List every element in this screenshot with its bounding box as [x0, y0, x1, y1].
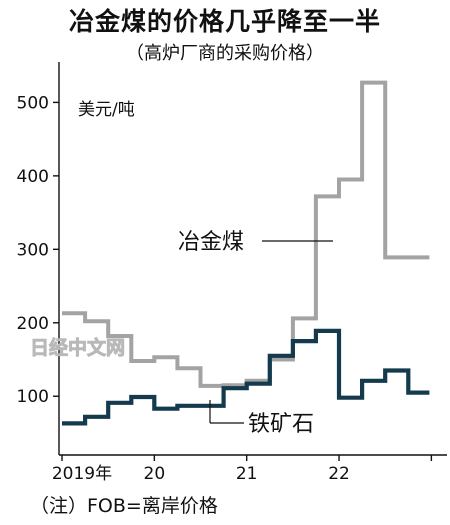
unit-label: 美元/吨	[78, 100, 135, 120]
label-layer: 冶金煤 铁矿石	[178, 230, 333, 437]
watermark: 日经中文网	[30, 336, 125, 359]
chart-title: 冶金煤的价格几乎降至一半	[68, 7, 381, 36]
x-tick-label: 2019年	[52, 464, 112, 484]
footnote: （注）FOB=离岸价格	[30, 495, 218, 517]
y-tick-label: 100	[17, 387, 49, 407]
chart-subtitle: （高炉厂商的采购价格）	[126, 43, 324, 64]
series-line-iron	[62, 328, 430, 426]
y-tick-label: 300	[17, 240, 49, 260]
series-layer	[62, 80, 430, 426]
x-tick-label: 20	[144, 464, 166, 484]
x-tick-label: 21	[236, 464, 258, 484]
y-tick-label: 400	[17, 167, 49, 187]
x-tick-label: 22	[328, 464, 350, 484]
y-tick-label: 200	[17, 314, 49, 334]
series-label-coal: 冶金煤	[178, 230, 244, 255]
series-label-iron: 铁矿石	[248, 412, 314, 437]
tick-layer: 100 200 300 400 500 2019年 20 21 22	[17, 93, 433, 484]
y-tick-label: 500	[17, 93, 49, 113]
